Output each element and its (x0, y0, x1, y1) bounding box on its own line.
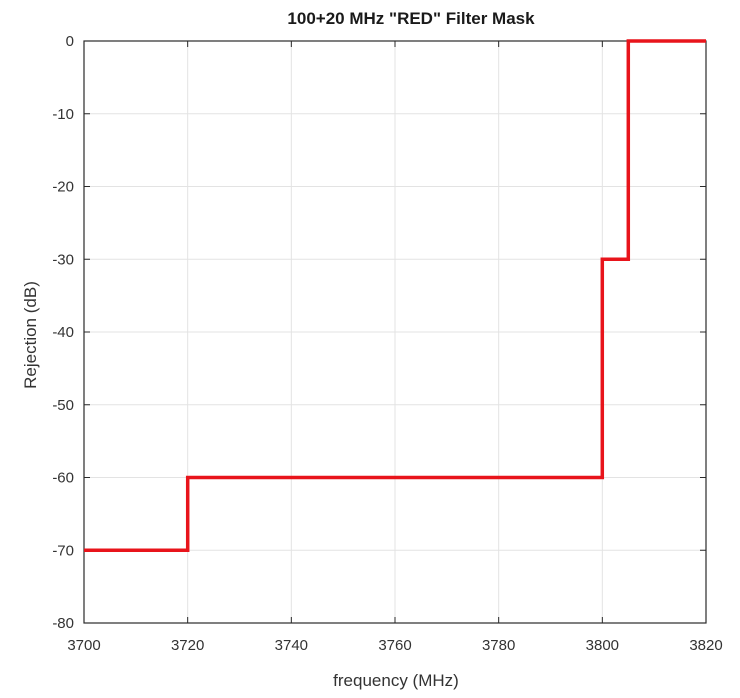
y-tick-label: -40 (52, 324, 74, 341)
x-tick-label: 3760 (378, 637, 411, 654)
y-tick-label: 0 (66, 33, 74, 50)
y-tick-label: -30 (52, 251, 74, 268)
x-tick-label: 3700 (67, 637, 100, 654)
axis-ticks: 3700 3720 3740 3760 3780 3800 3820 0 -10 -20 -30 -4… (52, 33, 722, 654)
x-tick-label: 3720 (171, 637, 204, 654)
x-tick-label: 3780 (482, 637, 515, 654)
x-tick-label: 3740 (275, 637, 308, 654)
y-axis-label: Rejection (dB) (21, 281, 40, 389)
y-tick-label: -50 (52, 397, 74, 414)
chart-title: 100+20 MHz "RED" Filter Mask (287, 9, 535, 28)
y-tick-label: -80 (52, 615, 74, 632)
y-tick-label: -10 (52, 106, 74, 123)
y-tick-label: -70 (52, 542, 74, 559)
y-tick-label: -20 (52, 179, 74, 196)
y-tick-label: -60 (52, 470, 74, 487)
x-axis-label: frequency (MHz) (333, 671, 459, 690)
x-tick-label: 3820 (689, 637, 722, 654)
filter-mask-line (84, 39, 706, 553)
series-layer (84, 39, 706, 553)
x-tick-label: 3800 (586, 637, 619, 654)
